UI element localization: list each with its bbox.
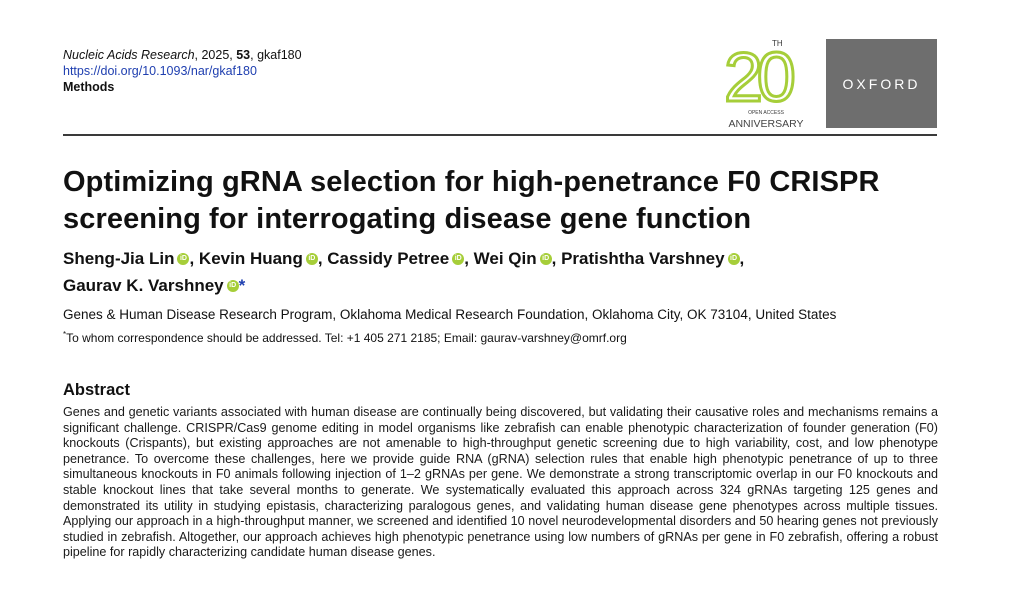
journal-name: Nucleic Acids Research: [63, 48, 195, 62]
anniversary-line2: ANNIVERSARY: [728, 118, 803, 130]
author-list: Sheng-Jia Lin iD, Kevin Huang iD, Cassidy …: [63, 249, 745, 295]
orcid-icon[interactable]: iD: [539, 253, 552, 265]
citation-line: Nucleic Acids Research, 2025, 53, gkaf18…: [63, 47, 302, 63]
article-section: Methods: [63, 80, 115, 94]
anniversary-line1: OPEN ACCESS: [748, 110, 785, 116]
article-id: , gkaf180: [250, 48, 302, 62]
anniversary-number: 20: [724, 38, 794, 116]
doi-link[interactable]: https://doi.org/10.1093/nar/gkaf180: [63, 64, 257, 78]
correspondence-mark: *: [63, 330, 67, 339]
journal-info: Nucleic Acids Research, 2025, 53, gkaf18…: [63, 47, 302, 95]
anniversary-logo: 20 TH OPEN ACCESS ANNIVERSARY: [723, 38, 804, 130]
author[interactable]: Kevin Huang iD: [199, 249, 318, 268]
orcid-icon[interactable]: iD: [177, 253, 190, 265]
journal-year: , 2025,: [194, 48, 237, 62]
oxford-logo: OXFORD: [826, 39, 937, 128]
correspondence-text: To whom correspondence should be address…: [66, 331, 627, 345]
abstract-body: Genes and genetic variants associated wi…: [63, 405, 938, 560]
author[interactable]: Sheng-Jia Lin iD: [63, 249, 190, 268]
publisher-name: OXFORD: [842, 75, 921, 92]
author[interactable]: Wei Qin iD: [474, 249, 552, 268]
anniversary-suffix: TH: [772, 39, 783, 48]
author[interactable]: Gaurav K. Varshney iD: [63, 276, 239, 295]
abstract-heading: Abstract: [63, 381, 130, 399]
correspondence: *To whom correspondence should be addres…: [63, 326, 627, 347]
journal-volume: 53: [236, 48, 251, 62]
paper-title: Optimizing gRNA selection for high-penet…: [63, 166, 880, 235]
corresponding-author-mark[interactable]: *: [238, 276, 246, 295]
orcid-icon[interactable]: iD: [226, 280, 239, 292]
orcid-icon[interactable]: iD: [305, 253, 318, 265]
orcid-icon[interactable]: iD: [727, 253, 740, 265]
author[interactable]: Cassidy Petree iD: [327, 249, 465, 268]
affiliation: Genes & Human Disease Research Program, …: [63, 307, 837, 322]
orcid-icon[interactable]: iD: [452, 253, 465, 265]
author[interactable]: Pratishtha Varshney iD: [561, 249, 740, 268]
header-divider: [63, 134, 937, 136]
